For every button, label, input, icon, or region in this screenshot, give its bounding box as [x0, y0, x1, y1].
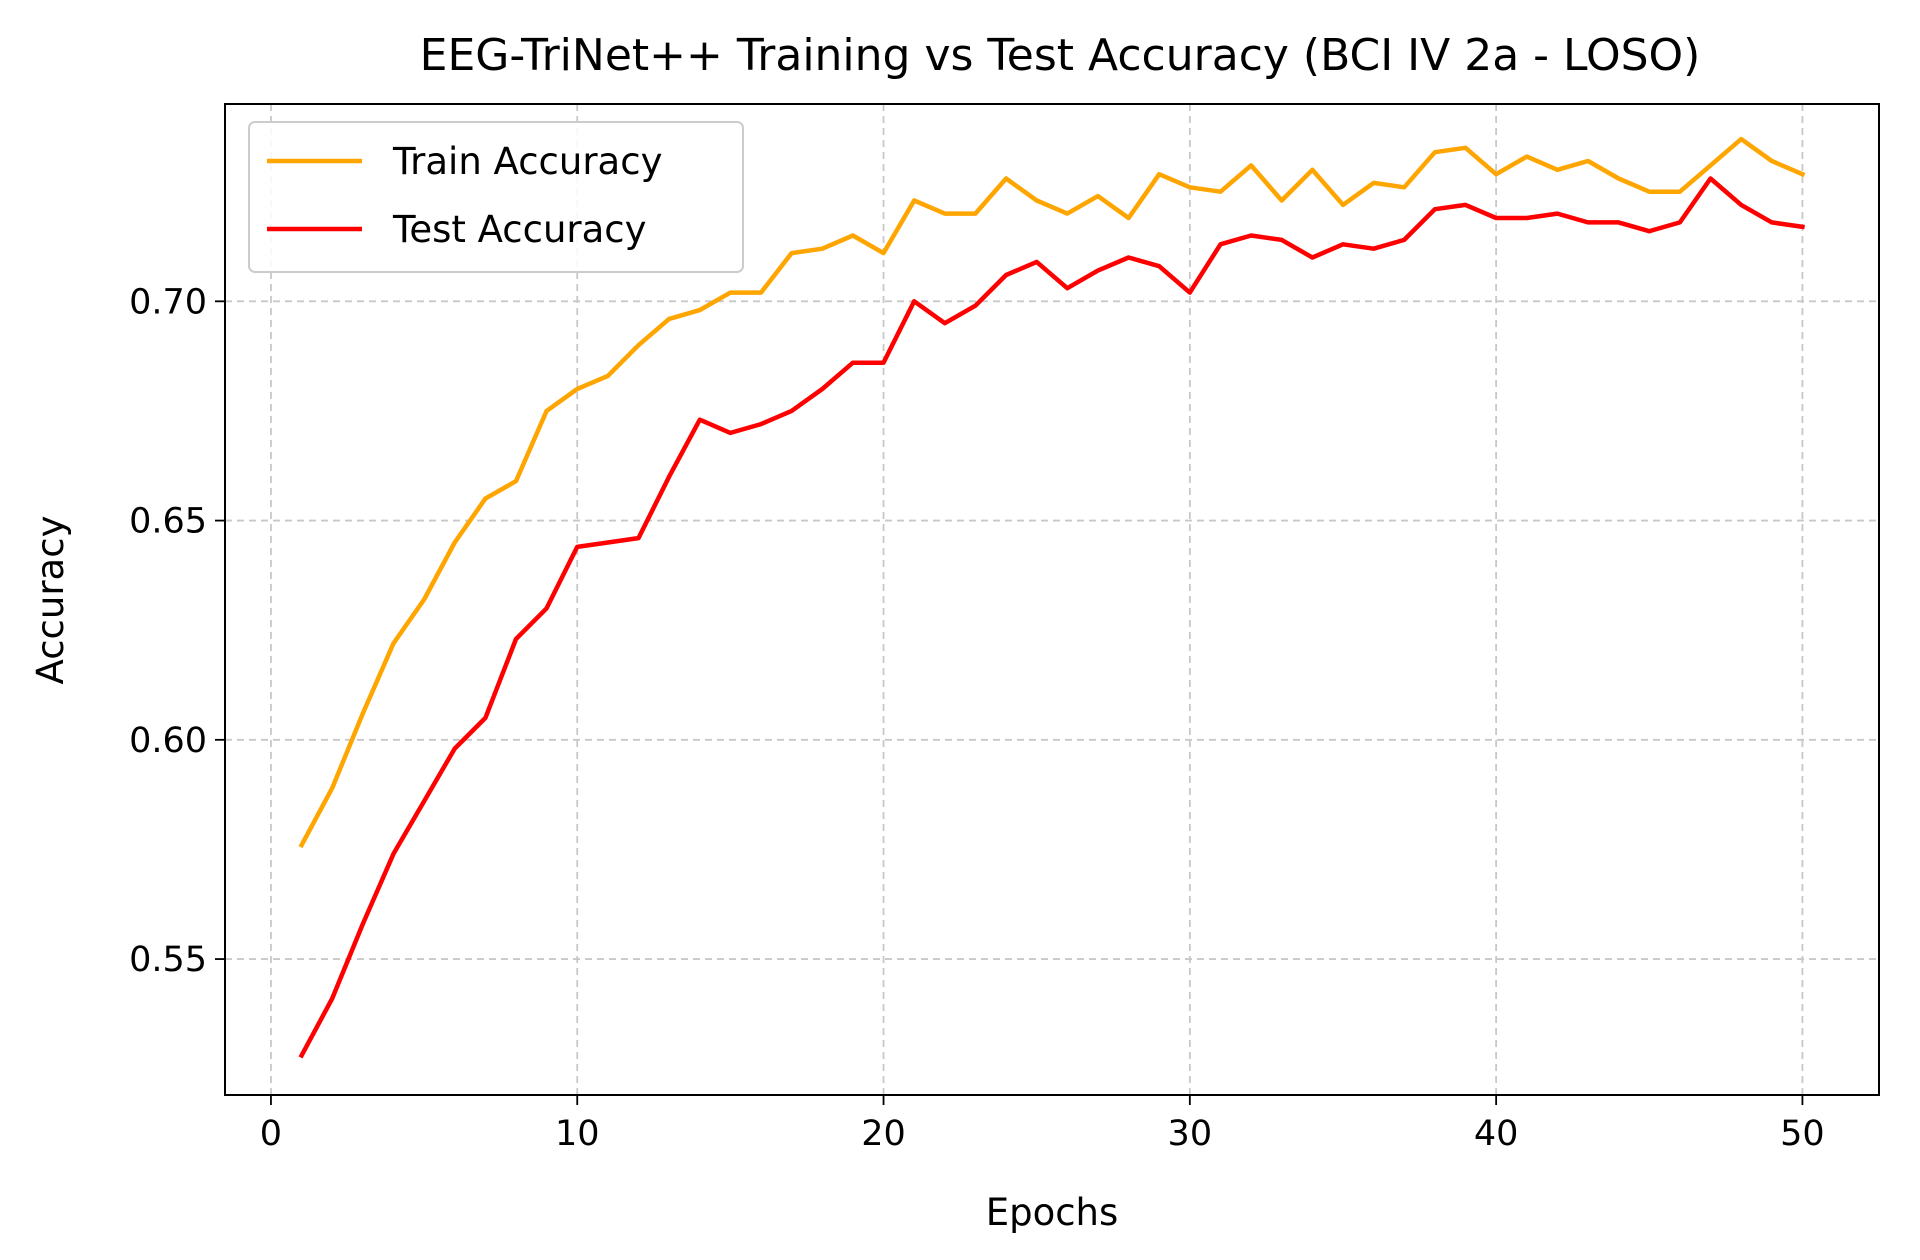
x-tick-label: 40: [1474, 1114, 1519, 1154]
series-lines: [298, 136, 1806, 1059]
x-axis-label: Epochs: [986, 1191, 1119, 1234]
x-tick-label: 20: [861, 1114, 906, 1154]
x-tick-label: 0: [260, 1114, 282, 1154]
legend-label-test: Test Accuracy: [392, 208, 647, 251]
plot-frame: [224, 103, 1880, 1096]
chart-title: EEG-TriNet++ Training vs Test Accuracy (…: [420, 30, 1701, 81]
y-tick-label: 0.55: [129, 940, 207, 980]
x-axis-ticks: 0 10 20 30 40 50: [260, 1095, 1825, 1154]
legend: Train Accuracy Test Accuracy: [248, 121, 744, 273]
train-accuracy-line: [298, 136, 1806, 849]
x-tick-label: 10: [555, 1114, 600, 1154]
y-tick-label: 0.65: [129, 502, 207, 542]
y-tick-label: 0.70: [129, 282, 207, 322]
x-tick-label: 30: [1168, 1114, 1213, 1154]
test-accuracy-line: [298, 176, 1805, 1059]
y-axis-label: Accuracy: [29, 516, 72, 685]
y-tick-label: 0.60: [129, 721, 207, 761]
grid: [225, 104, 1879, 1095]
legend-box: [248, 121, 744, 273]
x-tick-label: 50: [1780, 1114, 1825, 1154]
y-axis-ticks: 0.55 0.60 0.65 0.70: [129, 282, 225, 980]
legend-label-train: Train Accuracy: [392, 140, 662, 183]
